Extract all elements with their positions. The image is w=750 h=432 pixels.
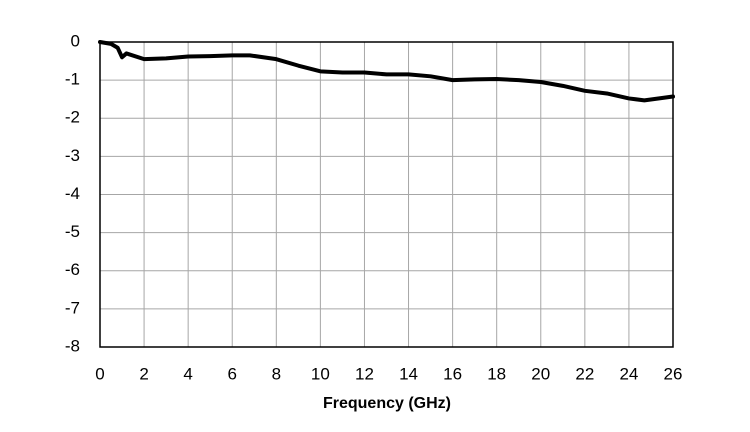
y-tick-label: -1	[65, 70, 80, 89]
data-line	[98, 40, 675, 103]
x-tick-label: 14	[399, 364, 418, 383]
x-tick-label: 12	[355, 364, 374, 383]
x-tick-label: 4	[183, 364, 192, 383]
x-axis-label: Frequency (GHz)	[323, 395, 451, 412]
x-tick-label: 20	[531, 364, 550, 383]
y-tick-label: -3	[65, 146, 80, 165]
x-tick-label: 22	[575, 364, 594, 383]
y-tick-label: -2	[65, 108, 80, 127]
y-tick-label: -5	[65, 222, 80, 241]
x-tick-label: 0	[95, 364, 104, 383]
x-tick-label: 24	[619, 364, 638, 383]
x-tick-label: 2	[139, 364, 148, 383]
x-tick-label: 10	[311, 364, 330, 383]
x-tick-label: 18	[487, 364, 506, 383]
x-tick-label: 26	[664, 364, 683, 383]
y-tick-label: -4	[65, 184, 80, 203]
y-tick-label: -7	[65, 298, 80, 317]
x-tick-label: 6	[227, 364, 236, 383]
x-tick-label: 8	[272, 364, 281, 383]
y-tick-label: -8	[65, 336, 80, 355]
y-tick-label: 0	[71, 31, 80, 50]
plot-frame	[99, 41, 674, 348]
y-tick-label: -6	[65, 260, 80, 279]
x-tick-label: 16	[443, 364, 462, 383]
